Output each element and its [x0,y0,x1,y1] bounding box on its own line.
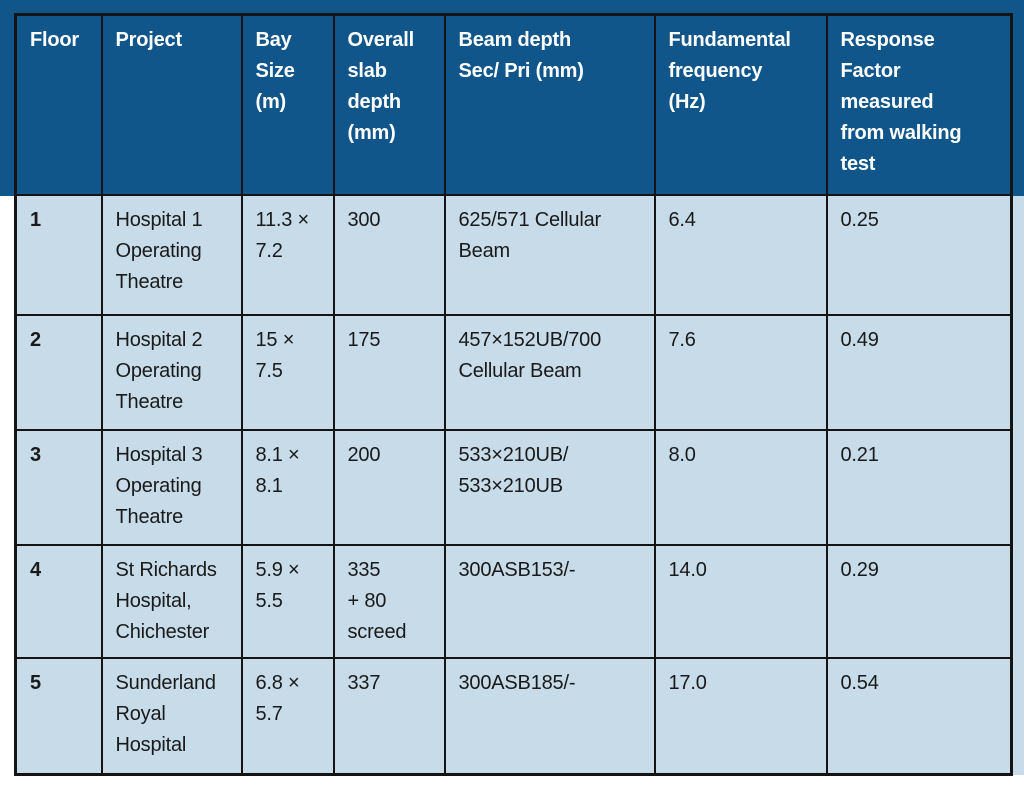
cell-beam-depth: 300ASB185/- [443,656,656,776]
cell-frequency: 6.4 [653,193,828,316]
cell-floor: 4 [14,543,103,659]
cell-frequency: 7.6 [653,313,828,431]
cell-beam-depth: 300ASB153/- [443,543,656,659]
table-row: 1 Hospital 1 Operating Theatre 11.3 × 7.… [14,193,1013,316]
cell-bay-size: 6.8 × 5.7 [240,656,335,776]
cell-project: Sunderland Royal Hospital [100,656,243,776]
cell-frequency: 17.0 [653,656,828,776]
cell-project: Hospital 2 Operating Theatre [100,313,243,431]
header-cell-slab-depth: Overall slab depth (mm) [332,13,446,196]
cell-slab-depth: 200 [332,428,446,546]
floor-vibration-results-table: Floor Project Bay Size (m) Overall slab … [14,13,1013,776]
table-row: 4 St Richards Hospital, Chichester 5.9 ×… [14,543,1013,659]
header-cell-response-factor: Response Factor measured from walking te… [825,13,1013,196]
cell-project: Hospital 3 Operating Theatre [100,428,243,546]
cell-floor: 3 [14,428,103,546]
cell-response-factor: 0.29 [825,543,1013,659]
cell-bay-size: 5.9 × 5.5 [240,543,335,659]
cell-frequency: 8.0 [653,428,828,546]
cell-slab-depth: 335 + 80 screed [332,543,446,659]
cell-floor: 2 [14,313,103,431]
cell-beam-depth: 457×152UB/700 Cellular Beam [443,313,656,431]
table-row: 5 Sunderland Royal Hospital 6.8 × 5.7 33… [14,656,1013,776]
cell-floor: 5 [14,656,103,776]
cell-response-factor: 0.49 [825,313,1013,431]
cell-slab-depth: 337 [332,656,446,776]
cell-response-factor: 0.25 [825,193,1013,316]
cell-project: Hospital 1 Operating Theatre [100,193,243,316]
cell-response-factor: 0.54 [825,656,1013,776]
cell-project: St Richards Hospital, Chichester [100,543,243,659]
header-cell-project: Project [100,13,243,196]
cell-beam-depth: 533×210UB/ 533×210UB [443,428,656,546]
cell-bay-size: 8.1 × 8.1 [240,428,335,546]
cell-bay-size: 15 × 7.5 [240,313,335,431]
header-cell-frequency: Fundamental frequency (Hz) [653,13,828,196]
header-cell-bay-size: Bay Size (m) [240,13,335,196]
table-row: 2 Hospital 2 Operating Theatre 15 × 7.5 … [14,313,1013,431]
cell-beam-depth: 625/571 Cellular Beam [443,193,656,316]
cell-response-factor: 0.21 [825,428,1013,546]
cell-bay-size: 11.3 × 7.2 [240,193,335,316]
cell-slab-depth: 175 [332,313,446,431]
header-cell-floor: Floor [14,13,103,196]
table-header-row: Floor Project Bay Size (m) Overall slab … [14,13,1013,196]
table-row: 3 Hospital 3 Operating Theatre 8.1 × 8.1… [14,428,1013,546]
header-cell-beam-depth: Beam depth Sec/ Pri (mm) [443,13,656,196]
cell-slab-depth: 300 [332,193,446,316]
cell-floor: 1 [14,193,103,316]
cell-frequency: 14.0 [653,543,828,659]
